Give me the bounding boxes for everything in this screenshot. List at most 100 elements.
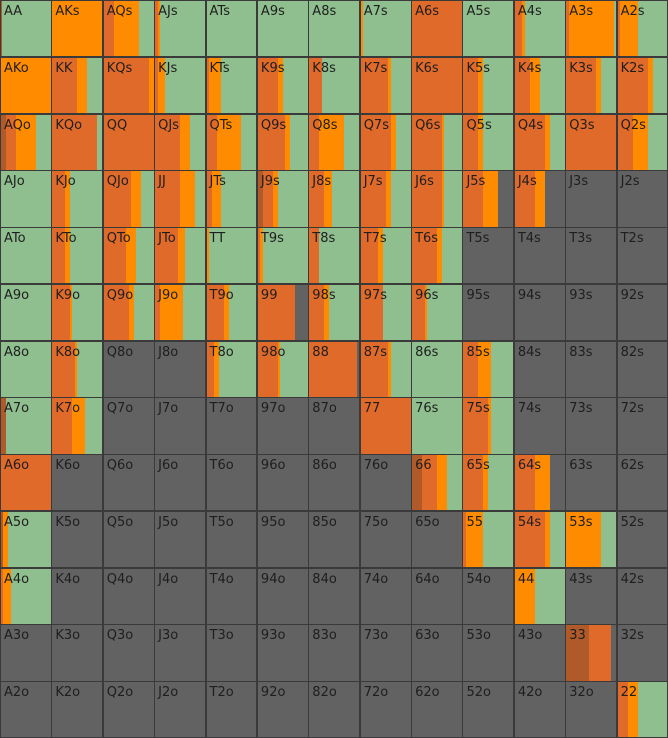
hand-cell[interactable]: K5s xyxy=(462,56,515,115)
hand-cell[interactable]: T4o xyxy=(205,567,258,625)
hand-cell[interactable]: TT xyxy=(205,227,258,285)
hand-cell[interactable]: 54s xyxy=(513,510,566,569)
hand-cell[interactable]: 72s xyxy=(616,397,668,455)
hand-cell[interactable]: 83o xyxy=(308,624,361,682)
hand-cell[interactable]: 74s xyxy=(513,397,566,455)
hand-cell[interactable]: 92s xyxy=(616,283,668,342)
hand-cell[interactable]: 83s xyxy=(565,340,618,398)
hand-cell[interactable]: AKs xyxy=(51,0,104,58)
hand-cell[interactable]: J9s xyxy=(256,170,309,228)
hand-cell[interactable]: QJs xyxy=(154,113,207,171)
hand-cell[interactable]: Q6o xyxy=(102,454,155,512)
hand-cell[interactable]: 43o xyxy=(513,624,566,682)
hand-cell[interactable]: 92o xyxy=(256,681,309,738)
hand-cell[interactable]: QTs xyxy=(205,113,258,171)
hand-cell[interactable]: 77 xyxy=(359,397,412,455)
hand-cell[interactable]: 32o xyxy=(565,681,618,738)
hand-cell[interactable]: AQo xyxy=(0,113,52,171)
hand-cell[interactable]: 93s xyxy=(565,283,618,342)
hand-cell[interactable]: 62o xyxy=(411,681,463,738)
hand-cell[interactable]: 33 xyxy=(565,624,618,682)
hand-cell[interactable]: T3s xyxy=(565,227,618,285)
hand-cell[interactable]: Q3o xyxy=(102,624,155,682)
hand-cell[interactable]: Q5o xyxy=(102,510,155,569)
hand-cell[interactable]: T8s xyxy=(308,227,361,285)
hand-cell[interactable]: 74o xyxy=(359,567,412,625)
hand-cell[interactable]: J5s xyxy=(462,170,515,228)
hand-cell[interactable]: A8o xyxy=(0,340,52,398)
hand-cell[interactable]: QTo xyxy=(102,227,155,285)
hand-cell[interactable]: 52s xyxy=(616,510,668,569)
hand-cell[interactable]: A4s xyxy=(513,0,566,58)
hand-cell[interactable]: K2o xyxy=(51,681,104,738)
hand-cell[interactable]: K3s xyxy=(565,56,618,115)
hand-cell[interactable]: AQs xyxy=(102,0,155,58)
hand-cell[interactable]: J3o xyxy=(154,624,207,682)
hand-cell[interactable]: 95s xyxy=(462,283,515,342)
hand-cell[interactable]: T7o xyxy=(205,397,258,455)
hand-cell[interactable]: 66 xyxy=(411,454,463,512)
hand-cell[interactable]: J8o xyxy=(154,340,207,398)
hand-cell[interactable]: K3o xyxy=(51,624,104,682)
hand-cell[interactable]: Q3s xyxy=(565,113,618,171)
hand-cell[interactable]: 99 xyxy=(256,283,309,342)
hand-cell[interactable]: KTo xyxy=(51,227,104,285)
hand-cell[interactable]: K7s xyxy=(359,56,412,115)
hand-cell[interactable]: K2s xyxy=(616,56,668,115)
hand-cell[interactable]: 65s xyxy=(462,454,515,512)
hand-cell[interactable]: J3s xyxy=(565,170,618,228)
hand-cell[interactable]: 97o xyxy=(256,397,309,455)
hand-cell[interactable]: 32s xyxy=(616,624,668,682)
hand-cell[interactable]: J6o xyxy=(154,454,207,512)
hand-cell[interactable]: 73s xyxy=(565,397,618,455)
hand-cell[interactable]: 44 xyxy=(513,567,566,625)
hand-cell[interactable]: KJs xyxy=(154,56,207,115)
hand-cell[interactable]: J2s xyxy=(616,170,668,228)
hand-cell[interactable]: T6o xyxy=(205,454,258,512)
hand-cell[interactable]: 52o xyxy=(462,681,515,738)
hand-cell[interactable]: T6s xyxy=(411,227,463,285)
hand-cell[interactable]: 73o xyxy=(359,624,412,682)
hand-cell[interactable]: Q7o xyxy=(102,397,155,455)
hand-cell[interactable]: T2s xyxy=(616,227,668,285)
hand-cell[interactable]: 53o xyxy=(462,624,515,682)
hand-cell[interactable]: 54o xyxy=(462,567,515,625)
hand-cell[interactable]: K9o xyxy=(51,283,104,342)
hand-cell[interactable]: AJs xyxy=(154,0,207,58)
hand-cell[interactable]: Q2s xyxy=(616,113,668,171)
hand-cell[interactable]: 72o xyxy=(359,681,412,738)
hand-cell[interactable]: A5o xyxy=(0,510,52,569)
hand-cell[interactable]: KTs xyxy=(205,56,258,115)
hand-cell[interactable]: 43s xyxy=(565,567,618,625)
hand-cell[interactable]: A9s xyxy=(256,0,309,58)
hand-cell[interactable]: 95o xyxy=(256,510,309,569)
hand-cell[interactable]: Q5s xyxy=(462,113,515,171)
hand-cell[interactable]: K6o xyxy=(51,454,104,512)
hand-cell[interactable]: T3o xyxy=(205,624,258,682)
hand-cell[interactable]: 96o xyxy=(256,454,309,512)
hand-cell[interactable]: K4s xyxy=(513,56,566,115)
hand-cell[interactable]: 64o xyxy=(411,567,463,625)
hand-cell[interactable]: 22 xyxy=(616,681,668,738)
hand-cell[interactable]: A9o xyxy=(0,283,52,342)
hand-cell[interactable]: 53s xyxy=(565,510,618,569)
hand-cell[interactable]: 94o xyxy=(256,567,309,625)
hand-cell[interactable]: JTs xyxy=(205,170,258,228)
hand-cell[interactable]: T9o xyxy=(205,283,258,342)
hand-cell[interactable]: A3o xyxy=(0,624,52,682)
hand-cell[interactable]: Q9o xyxy=(102,283,155,342)
hand-cell[interactable]: 86s xyxy=(411,340,463,398)
hand-cell[interactable]: T8o xyxy=(205,340,258,398)
hand-cell[interactable]: K5o xyxy=(51,510,104,569)
hand-cell[interactable]: ATo xyxy=(0,227,52,285)
hand-cell[interactable]: K6s xyxy=(411,56,463,115)
hand-cell[interactable]: J4s xyxy=(513,170,566,228)
hand-cell[interactable]: 96s xyxy=(411,283,463,342)
hand-cell[interactable]: 85s xyxy=(462,340,515,398)
hand-cell[interactable]: J7s xyxy=(359,170,412,228)
hand-cell[interactable]: J5o xyxy=(154,510,207,569)
hand-cell[interactable]: 88 xyxy=(308,340,361,398)
hand-cell[interactable]: T5s xyxy=(462,227,515,285)
hand-cell[interactable]: Q8o xyxy=(102,340,155,398)
hand-cell[interactable]: Q4s xyxy=(513,113,566,171)
